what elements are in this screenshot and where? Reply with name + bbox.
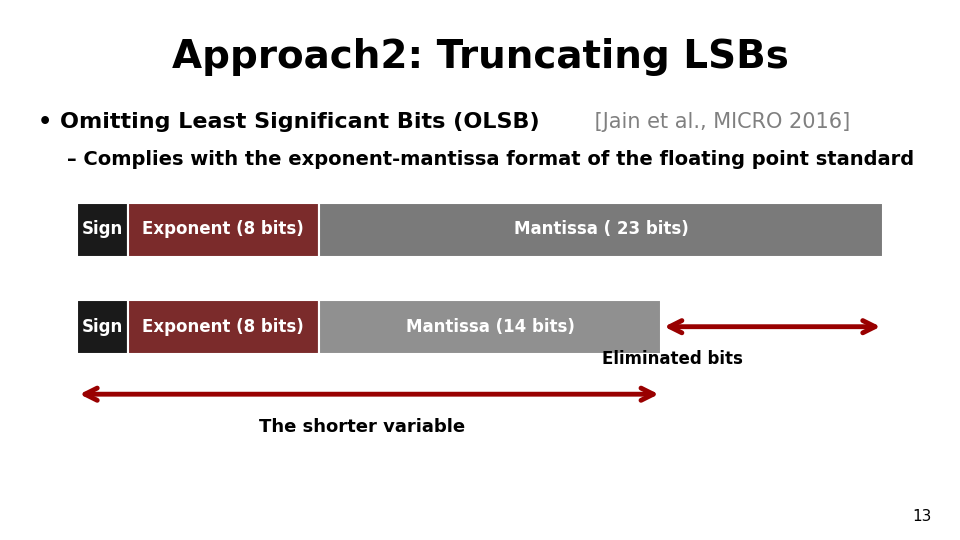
Bar <box>77 202 128 256</box>
Text: [Jain et al., MICRO 2016]: [Jain et al., MICRO 2016] <box>588 111 850 132</box>
Bar <box>77 300 128 354</box>
Text: 13: 13 <box>912 509 931 524</box>
Bar <box>319 202 883 256</box>
Text: Approach2: Truncating LSBs: Approach2: Truncating LSBs <box>172 38 788 76</box>
Text: Sign: Sign <box>82 318 123 336</box>
Bar <box>319 300 661 354</box>
Bar <box>128 202 319 256</box>
Text: Eliminated bits: Eliminated bits <box>602 350 742 368</box>
Text: Mantissa ( 23 bits): Mantissa ( 23 bits) <box>514 220 688 239</box>
Text: Exponent (8 bits): Exponent (8 bits) <box>142 220 304 239</box>
Text: – Complies with the exponent-mantissa format of the floating point standard: – Complies with the exponent-mantissa fo… <box>67 150 914 169</box>
Text: Exponent (8 bits): Exponent (8 bits) <box>142 318 304 336</box>
Text: Mantissa (14 bits): Mantissa (14 bits) <box>406 318 574 336</box>
Bar <box>128 300 319 354</box>
Text: The shorter variable: The shorter variable <box>259 417 466 436</box>
Text: • Omitting Least Significant Bits (OLSB): • Omitting Least Significant Bits (OLSB) <box>38 111 540 132</box>
Text: Sign: Sign <box>82 220 123 239</box>
